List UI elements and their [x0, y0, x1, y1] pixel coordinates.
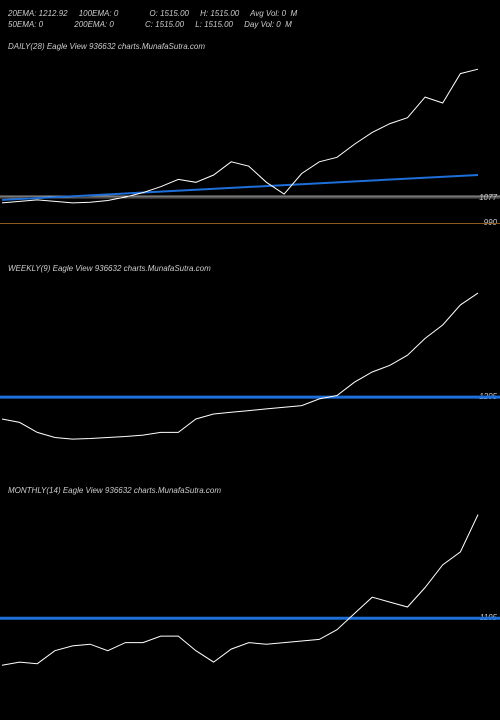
- chart-svg: [0, 482, 500, 692]
- panel-weekly: WEEKLY(9) Eagle View 936632 charts.Munaf…: [0, 260, 500, 470]
- price-series-line: [2, 69, 478, 203]
- header-stats: 20EMA: 1212.92 100EMA: 0 O: 1515.00 H: 1…: [8, 8, 297, 30]
- panel-daily: DAILY(28) Eagle View 936632 charts.Munaf…: [0, 38, 500, 248]
- chart-svg: [0, 260, 500, 470]
- price-series-line: [2, 293, 478, 439]
- panel-monthly: MONTHLY(14) Eagle View 936632 charts.Mun…: [0, 482, 500, 692]
- chart-svg: [0, 38, 500, 248]
- stats-line-1: 20EMA: 1212.92 100EMA: 0 O: 1515.00 H: 1…: [8, 8, 297, 19]
- stats-line-2: 50EMA: 0 200EMA: 0 C: 1515.00 L: 1515.00…: [8, 19, 297, 30]
- price-series-line: [2, 515, 478, 666]
